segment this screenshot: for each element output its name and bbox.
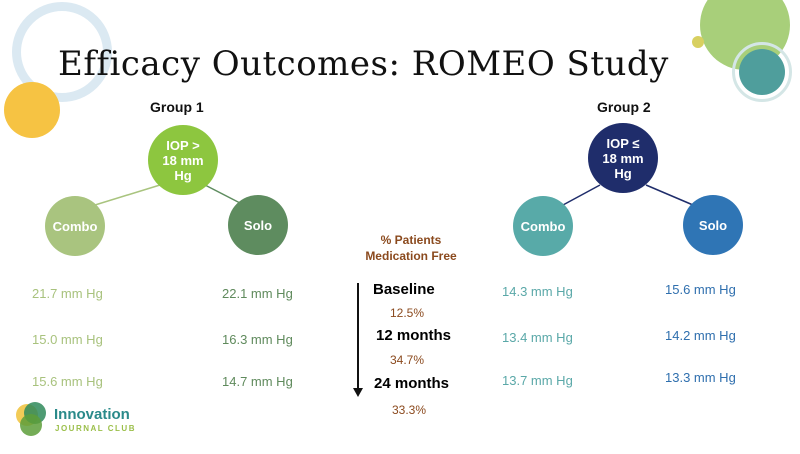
timepoint-label: Baseline bbox=[373, 281, 435, 298]
header-line1: % Patients bbox=[380, 233, 442, 247]
group1-solo-value: 16.3 mm Hg bbox=[222, 332, 293, 347]
timepoint-label: 12 months bbox=[376, 327, 452, 344]
group1-criterion-node: IOP > 18 mm Hg bbox=[148, 125, 218, 195]
group2-combo-value: 13.7 mm Hg bbox=[502, 373, 573, 388]
group2-combo-value: 14.3 mm Hg bbox=[502, 284, 573, 299]
logo-name: Innovation bbox=[54, 406, 130, 423]
group1-combo-value: 15.0 mm Hg bbox=[32, 332, 103, 347]
group2-solo-node: Solo bbox=[683, 195, 743, 255]
medication-free-header: % Patients Medication Free bbox=[346, 232, 476, 264]
slide-title: Efficacy Outcomes: ROMEO Study bbox=[58, 44, 669, 84]
group1-solo-value: 14.7 mm Hg bbox=[222, 374, 293, 389]
decor-ring bbox=[12, 2, 112, 102]
decor-small-yellow bbox=[692, 36, 704, 48]
group2-solo-value: 14.2 mm Hg bbox=[665, 328, 736, 343]
group1-solo-node: Solo bbox=[228, 195, 288, 255]
timepoint-value: 12.5% bbox=[390, 306, 425, 320]
group1-label: Group 1 bbox=[150, 99, 204, 115]
decor-teal-ring bbox=[732, 42, 792, 102]
group1-combo-node: Combo bbox=[45, 196, 105, 256]
timepoint-label: 24 months bbox=[374, 375, 450, 392]
decor-yellow-circle bbox=[4, 82, 60, 138]
group1-combo-value: 15.6 mm Hg bbox=[32, 374, 103, 389]
group2-label: Group 2 bbox=[597, 99, 651, 115]
group1-solo-value: 22.1 mm Hg bbox=[222, 286, 293, 301]
decor-teal-circle bbox=[739, 49, 785, 95]
journal-club-logo-icon bbox=[14, 402, 50, 438]
group1-combo-value: 21.7 mm Hg bbox=[32, 286, 103, 301]
timepoint-value: 34.7% bbox=[390, 353, 425, 367]
logo-sub: JOURNAL CLUB bbox=[55, 424, 136, 433]
group2-combo-value: 13.4 mm Hg bbox=[502, 330, 573, 345]
group2-criterion-node: IOP ≤ 18 mm Hg bbox=[588, 123, 658, 193]
group2-solo-value: 13.3 mm Hg bbox=[665, 370, 736, 385]
group2-solo-value: 15.6 mm Hg bbox=[665, 282, 736, 297]
header-line2: Medication Free bbox=[365, 249, 457, 263]
timepoint-value: 33.3% bbox=[392, 403, 427, 417]
group2-combo-node: Combo bbox=[513, 196, 573, 256]
